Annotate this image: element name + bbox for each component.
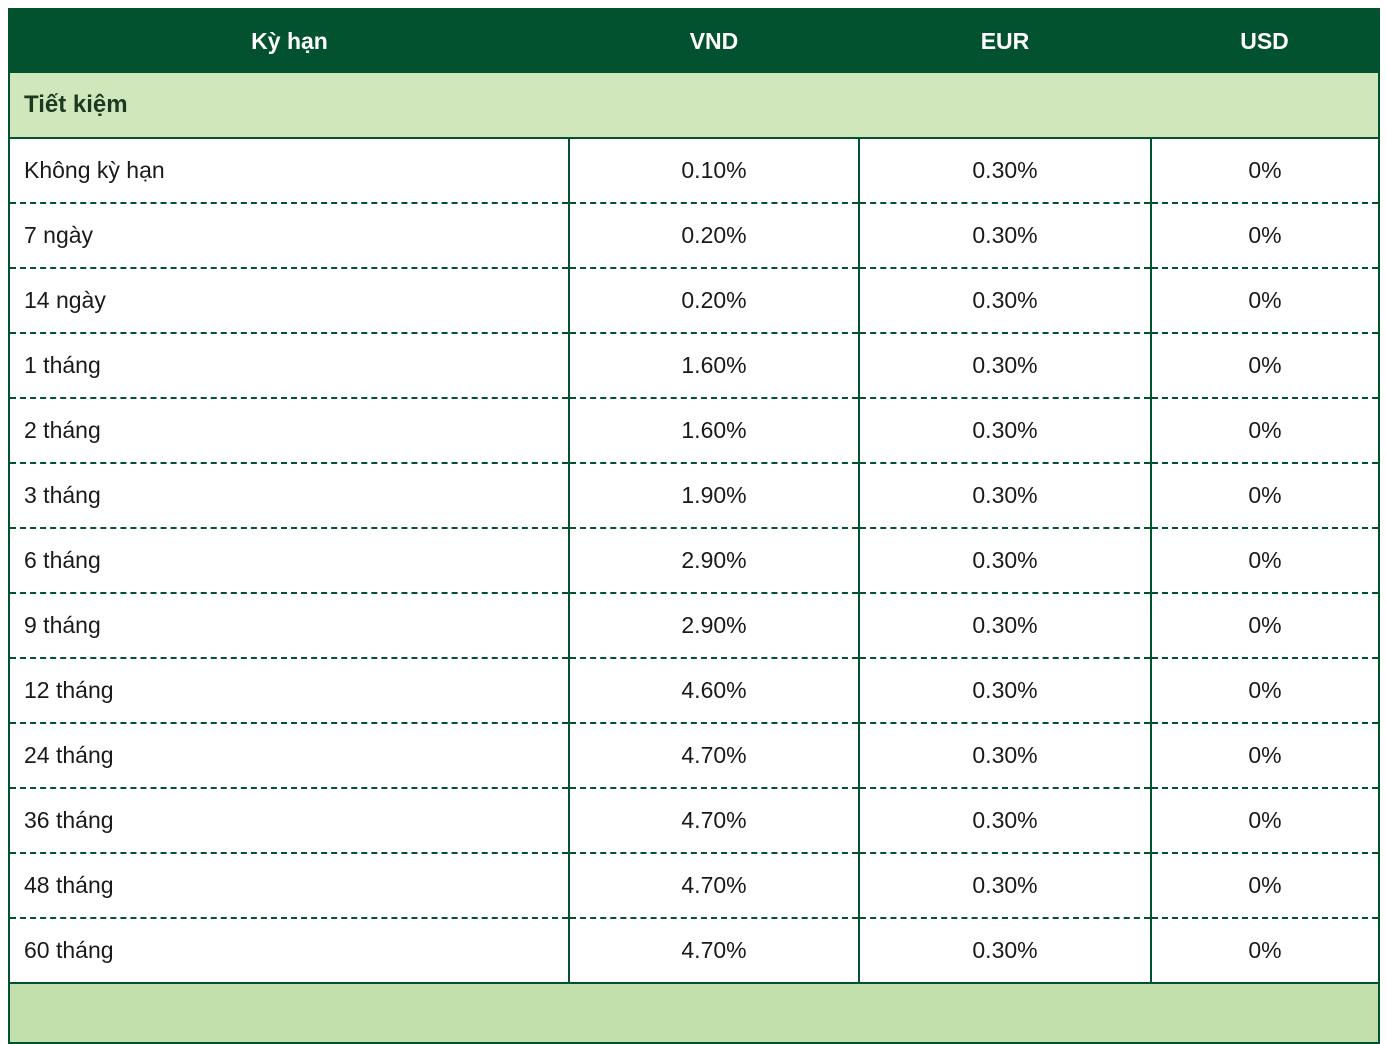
usd-cell: 0% — [1150, 332, 1379, 398]
table-row: 48 tháng 4.70% 0.30% 0% — [9, 852, 1379, 918]
table-row: 2 tháng 1.60% 0.30% 0% — [9, 397, 1379, 463]
column-header-usd: USD — [1151, 9, 1379, 73]
eur-cell: 0.30% — [858, 397, 1151, 463]
eur-cell: 0.30% — [858, 137, 1151, 203]
usd-cell: 0% — [1150, 917, 1379, 983]
eur-cell: 0.30% — [858, 332, 1151, 398]
usd-cell: 0% — [1150, 267, 1379, 333]
term-cell: 24 tháng — [9, 722, 569, 788]
vnd-cell: 1.60% — [568, 332, 859, 398]
vnd-cell: 0.20% — [568, 267, 859, 333]
eur-cell: 0.30% — [858, 787, 1151, 853]
section-row-savings: Tiết kiệm — [9, 73, 1379, 139]
table-row: Không kỳ hạn 0.10% 0.30% 0% — [9, 137, 1379, 203]
usd-cell: 0% — [1150, 462, 1379, 528]
term-cell: 7 ngày — [9, 202, 569, 268]
table-row: 3 tháng 1.90% 0.30% 0% — [9, 462, 1379, 528]
usd-cell: 0% — [1150, 722, 1379, 788]
table-row: 36 tháng 4.70% 0.30% 0% — [9, 787, 1379, 853]
term-cell: 12 tháng — [9, 657, 569, 723]
eur-cell: 0.30% — [858, 657, 1151, 723]
vnd-cell: 1.90% — [568, 462, 859, 528]
vnd-cell: 4.70% — [568, 917, 859, 983]
table-row: 24 tháng 4.70% 0.30% 0% — [9, 722, 1379, 788]
term-cell: 60 tháng — [9, 917, 569, 983]
vnd-cell: 1.60% — [568, 397, 859, 463]
eur-cell: 0.30% — [858, 267, 1151, 333]
term-cell: Không kỳ hạn — [9, 137, 569, 203]
column-header-eur: EUR — [859, 9, 1151, 73]
vnd-cell: 0.10% — [568, 137, 859, 203]
usd-cell: 0% — [1150, 852, 1379, 918]
table-row: 12 tháng 4.60% 0.30% 0% — [9, 657, 1379, 723]
usd-cell: 0% — [1150, 592, 1379, 658]
term-cell: 14 ngày — [9, 267, 569, 333]
term-cell: 48 tháng — [9, 852, 569, 918]
usd-cell: 0% — [1150, 137, 1379, 203]
usd-cell: 0% — [1150, 202, 1379, 268]
interest-rate-table: Kỳ hạn VND EUR USD Tiết kiệm Không kỳ hạ… — [8, 8, 1380, 1044]
eur-cell: 0.30% — [858, 917, 1151, 983]
table-row: 60 tháng 4.70% 0.30% 0% — [9, 917, 1379, 983]
vnd-cell: 4.70% — [568, 722, 859, 788]
table-row: 6 tháng 2.90% 0.30% 0% — [9, 527, 1379, 593]
vnd-cell: 4.60% — [568, 657, 859, 723]
term-cell: 6 tháng — [9, 527, 569, 593]
column-header-term: Kỳ hạn — [9, 9, 569, 73]
eur-cell: 0.30% — [858, 592, 1151, 658]
term-cell: 36 tháng — [9, 787, 569, 853]
usd-cell: 0% — [1150, 527, 1379, 593]
next-section-band — [9, 982, 1379, 1043]
term-cell: 3 tháng — [9, 462, 569, 528]
eur-cell: 0.30% — [858, 527, 1151, 593]
table-row: 14 ngày 0.20% 0.30% 0% — [9, 267, 1379, 333]
term-cell: 1 tháng — [9, 332, 569, 398]
eur-cell: 0.30% — [858, 202, 1151, 268]
vnd-cell: 2.90% — [568, 527, 859, 593]
vnd-cell: 4.70% — [568, 852, 859, 918]
next-section-band-fill — [9, 982, 1379, 1043]
usd-cell: 0% — [1150, 397, 1379, 463]
table-row: 1 tháng 1.60% 0.30% 0% — [9, 332, 1379, 398]
eur-cell: 0.30% — [858, 462, 1151, 528]
vnd-cell: 0.20% — [568, 202, 859, 268]
vnd-cell: 4.70% — [568, 787, 859, 853]
term-cell: 9 tháng — [9, 592, 569, 658]
section-label: Tiết kiệm — [9, 73, 1379, 139]
usd-cell: 0% — [1150, 657, 1379, 723]
column-header-vnd: VND — [569, 9, 859, 73]
eur-cell: 0.30% — [858, 722, 1151, 788]
table-header-row: Kỳ hạn VND EUR USD — [9, 9, 1379, 73]
table-row: 9 tháng 2.90% 0.30% 0% — [9, 592, 1379, 658]
term-cell: 2 tháng — [9, 397, 569, 463]
eur-cell: 0.30% — [858, 852, 1151, 918]
table-row: 7 ngày 0.20% 0.30% 0% — [9, 202, 1379, 268]
usd-cell: 0% — [1150, 787, 1379, 853]
vnd-cell: 2.90% — [568, 592, 859, 658]
